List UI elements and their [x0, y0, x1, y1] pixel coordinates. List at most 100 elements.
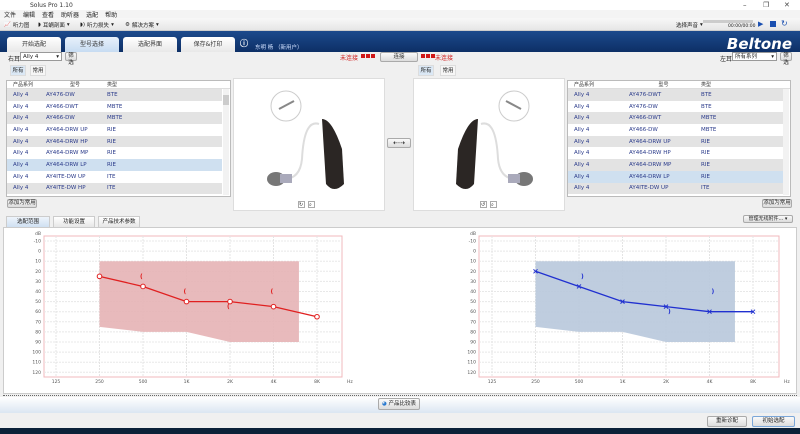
play-icon[interactable]: ▶ [758, 20, 764, 28]
menu-help[interactable]: 帮助 [105, 11, 118, 19]
table-row[interactable]: Ally 4 AY4ITE-DW HP ITE [7, 182, 222, 195]
fitting-range-panel: -10 0 10 20 30 40 50 60 70 80 90 100 110 120 dB 125 250 5… [3, 227, 797, 394]
right-filter-button[interactable]: 筛选 [65, 52, 77, 66]
left-add-favorite-button[interactable]: 添加为常用 [762, 199, 792, 208]
tab-model-selection[interactable]: 型号选择 [65, 37, 119, 52]
left-model-table: 产品系列 型号 类型 Ally 4 AY476-DWT BTE Ally 4 AY476-D… [567, 80, 791, 197]
menu-file[interactable]: 文件 [4, 11, 17, 19]
tab-fitting-range[interactable]: 选配范围 [6, 216, 50, 227]
scrollbar[interactable] [223, 89, 229, 195]
threshold-point [314, 313, 320, 320]
tab-feature-settings[interactable]: 功能设置 [53, 216, 95, 227]
tab-save-print[interactable]: 保存&打印 [181, 37, 235, 52]
left-tab-all[interactable]: 所有 [418, 65, 434, 76]
y-tick-label: 120 [32, 370, 41, 376]
rotate-left-icon[interactable]: ↺ [480, 201, 487, 208]
menu-edit[interactable]: 编辑 [23, 11, 36, 19]
table-row[interactable]: Ally 4 AY464-DRW HP RIE [7, 135, 222, 148]
cell-series: Ally 4 [574, 138, 590, 145]
threshold-point [576, 284, 582, 289]
tab-fitting-interface[interactable]: 选配界面 [123, 37, 177, 52]
table-row[interactable]: Ally 4 AY4ITE-DW UP ITE [568, 182, 783, 195]
initial-fit-button[interactable]: 初始选配 [752, 416, 795, 427]
right-add-favorite-button[interactable]: 添加为常用 [7, 199, 37, 208]
x-tick-label: 2K [227, 379, 234, 385]
cell-series: Ally 4 [13, 115, 29, 122]
col-series: 产品系列 [574, 82, 595, 88]
table-row[interactable]: Ally 4 AY464-DRW LP RIE [7, 159, 222, 171]
table-row[interactable]: Ally 4 AY464-DRW UP RIE [568, 135, 783, 148]
audiogram-button[interactable]: 📈 听力图 [4, 21, 29, 29]
y-tick-label: 80 [35, 329, 41, 335]
manage-wireless-button[interactable]: 管理无线附件... ▾ [743, 215, 793, 223]
table-row[interactable]: Ally 4 AY466-DWT MBTE [568, 112, 783, 125]
menu-hearing-aid[interactable]: 助听器 [61, 11, 80, 19]
table-row[interactable]: Ally 4 AY466-DW MBTE [7, 112, 222, 125]
divider [3, 395, 797, 396]
cell-type: MBTE [107, 115, 123, 122]
threshold-line [99, 275, 318, 318]
scrollbar[interactable] [783, 89, 789, 195]
cell-series: Ally 4 [574, 126, 590, 133]
close-button[interactable]: ✕ [784, 1, 790, 9]
beltone-logo: Beltone [726, 35, 792, 53]
zoom-icon[interactable]: ⌕ [308, 201, 315, 208]
swap-ears-button[interactable]: ⇠⇢ [387, 138, 411, 148]
table-row[interactable]: Ally 4 AY464-DRW MP RIE [7, 147, 222, 159]
tab-start-fitting[interactable]: 开始选配 [7, 37, 61, 52]
table-row[interactable]: Ally 4 AY464-DRW MP RIE [568, 159, 783, 171]
threshold-point [140, 283, 146, 290]
left-series-select[interactable]: 所有系列 ▾ [732, 52, 777, 61]
y-tick-label: 100 [467, 350, 476, 356]
table-row[interactable]: Ally 4 AY4ITE-DW UP ITE [7, 171, 222, 183]
y-tick-label: 40 [35, 289, 41, 295]
x-tick-label: 4K [707, 379, 714, 385]
product-compare-button[interactable]: ◕ 产品比较表 [378, 398, 420, 410]
table-row[interactable]: Ally 4 AY466-DW MBTE [568, 124, 783, 136]
cell-type: RIE [107, 138, 116, 145]
restore-button[interactable]: ❐ [763, 1, 770, 9]
ear-impression-button[interactable]: ◗ 耳蜗剖面 ▾ [38, 22, 70, 29]
y-tick-label: 90 [35, 340, 41, 346]
table-row[interactable]: Ally 4 AY476-DWT BTE [568, 89, 783, 101]
solution-button[interactable]: ⚙ 解决方案 ▾ [125, 22, 159, 29]
rotate-right-icon[interactable]: ↻ [298, 201, 305, 208]
connect-button[interactable]: 连接 [380, 52, 418, 62]
stop-icon[interactable] [770, 21, 776, 27]
playback-progress[interactable] [703, 20, 753, 23]
audiogram-label: 听力图 [12, 23, 30, 29]
right-tab-all[interactable]: 所有 [10, 65, 26, 76]
tab-tech-specs[interactable]: 产品技术参数 [98, 216, 140, 227]
menu-fitting[interactable]: 选配 [86, 11, 99, 19]
zoom-icon[interactable]: ⌕ [490, 201, 497, 208]
table-row[interactable]: Ally 4 AY476-DW BTE [568, 101, 783, 113]
table-row[interactable]: Ally 4 AY464-DRW LP RIE [568, 170, 783, 183]
y-tick-label: 20 [470, 269, 476, 275]
right-series-select[interactable]: Ally 4 ▾ [20, 52, 62, 61]
hearing-loss-button[interactable]: ◗) 听力损失 ▾ [80, 22, 114, 29]
table-row[interactable]: Ally 4 AY464-DRW HP RIE [568, 147, 783, 159]
cell-model: AY466-DWT [46, 103, 79, 110]
right-status-lights [361, 53, 376, 60]
refit-button[interactable]: 重新诊配 [707, 416, 747, 427]
menu-view[interactable]: 查看 [42, 11, 55, 19]
y-tick-label: -10 [469, 239, 476, 245]
minimize-button[interactable]: – [743, 1, 747, 9]
cell-type: RIE [701, 150, 710, 157]
x-tick-label: 1K [620, 379, 627, 385]
cell-model: AY466-DW [46, 115, 75, 122]
left-connection-status: 未连接 [435, 55, 454, 62]
left-filter-button[interactable]: 筛选 [780, 52, 792, 66]
table-row[interactable]: Ally 4 AY464-DRW UP RIE [7, 124, 222, 136]
info-icon[interactable]: ⓘ [240, 39, 248, 48]
table-row[interactable]: Ally 4 AY476-DW BTE [7, 89, 222, 101]
left-status-lights [421, 53, 436, 60]
loop-icon[interactable]: ↻ [781, 19, 788, 28]
cell-series: Ally 4 [13, 185, 29, 192]
right-tab-favorites[interactable]: 常用 [30, 65, 46, 76]
table-header: 产品系列 型号 类型 [568, 81, 790, 89]
left-tab-favorites[interactable]: 常用 [440, 65, 456, 76]
table-row[interactable]: Ally 4 AY466-DWT MBTE [7, 101, 222, 113]
manage-wireless-label: 管理无线附件... [748, 216, 784, 222]
sound-select-dropdown[interactable]: 选择声音 ▾ [676, 22, 703, 29]
